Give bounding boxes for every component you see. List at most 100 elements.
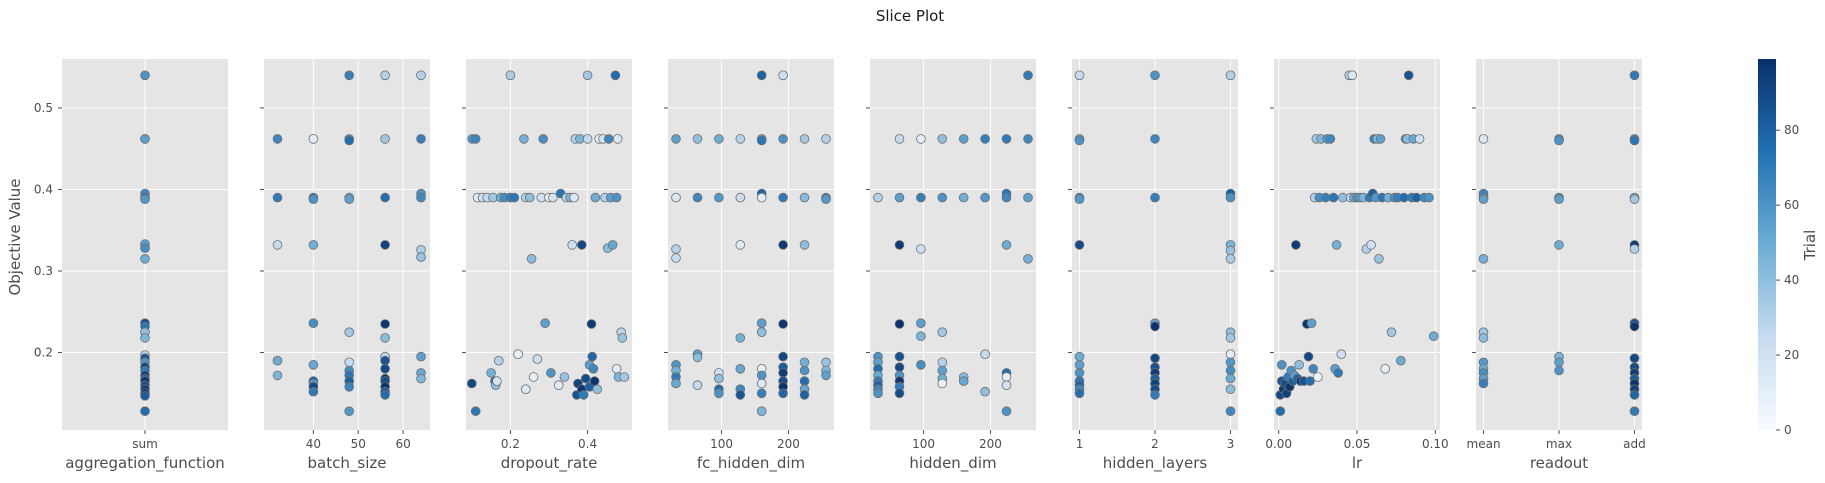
y-tick-label: 0.5 <box>34 101 53 115</box>
data-point <box>1325 134 1336 144</box>
data-point <box>140 243 150 254</box>
data-point <box>1001 406 1012 417</box>
data-point <box>546 368 556 378</box>
data-point <box>1478 194 1489 205</box>
data-point <box>756 192 767 203</box>
data-point <box>582 134 593 144</box>
data-point <box>756 370 767 381</box>
x-tick-label: 100 <box>710 437 733 451</box>
data-point <box>272 134 283 144</box>
data-point <box>1225 357 1236 368</box>
data-point <box>140 134 150 144</box>
data-point <box>416 134 426 144</box>
x-tick-label: max <box>1546 437 1572 451</box>
data-point <box>344 381 355 392</box>
x-tick-label: 0.00 <box>1265 437 1292 451</box>
data-point <box>778 319 788 329</box>
chart-title: Slice Plot <box>876 7 944 25</box>
data-point <box>532 354 543 364</box>
data-point <box>344 357 355 368</box>
data-point <box>980 134 990 144</box>
data-point <box>714 388 724 399</box>
data-point <box>916 192 926 203</box>
data-point <box>272 192 283 203</box>
data-point <box>1001 380 1012 391</box>
data-point <box>617 333 628 343</box>
x-tick-label: 60 <box>395 437 410 451</box>
data-point <box>1308 363 1318 374</box>
data-point <box>619 372 630 382</box>
data-point <box>308 386 319 397</box>
colorbar: 0 20 40 60 80 Trial <box>1758 59 1819 437</box>
panel-hidden_dim: 100 200 hidden_dim <box>866 59 1036 473</box>
data-point <box>567 240 577 250</box>
data-point <box>611 363 622 374</box>
data-point <box>587 351 597 362</box>
data-point <box>569 192 579 203</box>
data-point <box>416 192 426 203</box>
data-point <box>1023 70 1033 81</box>
data-point <box>540 318 550 329</box>
data-point <box>821 194 831 205</box>
data-point <box>894 351 905 362</box>
x-tick-label: 0.4 <box>578 437 597 451</box>
data-point <box>873 388 883 399</box>
data-point <box>308 134 319 144</box>
data-point <box>778 388 788 399</box>
data-point <box>916 359 926 370</box>
colorbar-tick-label: 0 <box>1784 423 1792 437</box>
data-point <box>1554 194 1564 205</box>
panel-lr: 0.00 0.05 0.10 lr <box>1265 59 1449 472</box>
data-point <box>1629 135 1640 146</box>
data-point <box>756 135 767 146</box>
data-point <box>799 390 810 400</box>
data-point <box>799 134 810 144</box>
data-point <box>799 357 810 368</box>
data-point <box>1554 240 1564 250</box>
x-axis-label: fc_hidden_dim <box>697 454 805 473</box>
data-point <box>538 134 548 144</box>
x-axis-label: dropout_rate <box>501 454 598 473</box>
data-point <box>735 240 746 250</box>
data-point <box>821 357 831 368</box>
y-tick-label: 0.3 <box>34 264 53 278</box>
data-point <box>1001 240 1012 250</box>
data-point <box>344 70 355 81</box>
data-point <box>1074 70 1085 81</box>
data-point <box>416 373 426 384</box>
data-point <box>671 192 681 203</box>
data-point <box>380 333 390 343</box>
data-point <box>308 359 319 370</box>
data-point <box>894 134 905 144</box>
data-point <box>692 380 703 391</box>
data-point <box>778 70 788 81</box>
data-point <box>588 363 599 374</box>
data-point <box>778 192 788 203</box>
data-point <box>1380 363 1390 374</box>
x-axis-label: hidden_dim <box>909 454 996 473</box>
data-point <box>916 244 926 254</box>
data-point <box>1478 378 1489 389</box>
x-tick-label: 200 <box>979 437 1002 451</box>
data-point <box>380 390 390 400</box>
data-point <box>937 134 948 144</box>
data-point <box>1629 244 1640 254</box>
data-point <box>553 380 564 391</box>
data-point <box>612 134 623 144</box>
data-point <box>937 365 948 376</box>
data-point <box>1225 70 1236 81</box>
data-point <box>756 406 767 417</box>
data-point <box>1074 388 1085 399</box>
data-point <box>140 390 150 401</box>
data-point <box>380 192 390 203</box>
data-point <box>1396 355 1406 366</box>
data-point <box>1629 406 1640 417</box>
data-point <box>1291 240 1301 250</box>
data-point <box>799 365 810 376</box>
x-tick-label: 0.10 <box>1422 437 1449 451</box>
data-point <box>714 373 724 384</box>
data-point <box>272 240 283 250</box>
data-point <box>735 363 746 374</box>
x-tick-label: 200 <box>777 437 800 451</box>
data-point <box>1023 134 1033 144</box>
